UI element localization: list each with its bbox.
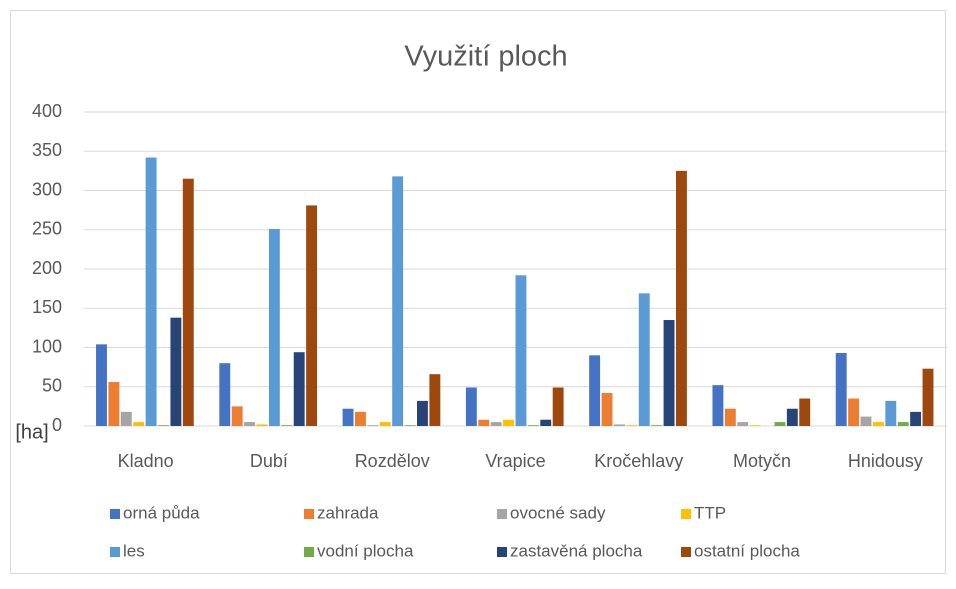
bar — [490, 422, 502, 426]
bar — [503, 419, 514, 426]
bar — [589, 355, 601, 426]
x-tick-label: Rozdělov — [355, 451, 430, 471]
bar — [675, 170, 687, 426]
legend-swatch — [681, 547, 691, 557]
legend-label: TTP — [694, 503, 726, 522]
bar — [342, 408, 354, 426]
bar — [170, 317, 182, 426]
legend-swatch — [497, 547, 507, 557]
chart-title: Využití ploch — [404, 41, 567, 73]
y-tick-label: 300 — [32, 179, 62, 199]
legend-label: zastavěná plocha — [510, 541, 643, 560]
bar — [885, 400, 897, 426]
bar — [404, 425, 416, 426]
bar — [367, 425, 379, 426]
legend-label: ovocné sady — [510, 503, 606, 522]
legend-label: zahrada — [317, 503, 379, 522]
legend-swatch — [497, 509, 507, 519]
bar — [120, 411, 132, 426]
bar — [774, 422, 786, 426]
bar — [293, 352, 305, 426]
legend-label: ostatní plocha — [694, 541, 800, 560]
bar — [552, 387, 564, 426]
y-tick-label: 0 — [52, 415, 62, 435]
bar — [613, 424, 625, 426]
x-tick-label: Kladno — [118, 451, 174, 471]
bar — [515, 275, 527, 426]
bar — [392, 176, 404, 426]
bar — [799, 398, 811, 426]
x-tick-label: Motyčn — [733, 451, 791, 471]
bar — [306, 205, 318, 426]
bar — [601, 393, 613, 426]
bar — [219, 363, 231, 426]
bar — [872, 422, 884, 426]
x-tick-label: Hnidousy — [848, 451, 923, 471]
y-tick-label: 400 — [32, 101, 62, 121]
bar — [651, 425, 663, 426]
y-tick-label: 200 — [32, 258, 62, 278]
bar — [860, 416, 872, 426]
bar — [626, 425, 638, 426]
bar — [108, 382, 120, 426]
chart-border — [10, 10, 946, 574]
x-tick-label: Vrapice — [485, 451, 545, 471]
bar — [724, 408, 736, 426]
legend-swatch — [110, 509, 120, 519]
legend-label: orná půda — [123, 503, 200, 522]
x-tick-label: Kročehlavy — [594, 451, 683, 471]
legend-label: vodní plocha — [317, 541, 414, 560]
y-tick-label: 250 — [32, 219, 62, 239]
bar — [786, 408, 798, 426]
bar — [922, 368, 934, 426]
bar — [429, 374, 441, 426]
bar — [848, 398, 860, 426]
bar — [244, 422, 256, 426]
bar — [737, 422, 749, 426]
bar — [897, 422, 909, 426]
legend-swatch — [681, 509, 691, 519]
legend-label: les — [123, 541, 145, 560]
y-tick-label: 150 — [32, 297, 62, 317]
y-axis-label: [ha] — [15, 421, 48, 443]
bar — [145, 157, 157, 426]
legend-swatch — [110, 547, 120, 557]
bar — [379, 422, 391, 426]
y-tick-label: 100 — [32, 336, 62, 356]
bar — [638, 293, 650, 426]
bar — [465, 387, 477, 426]
y-tick-label: 50 — [42, 376, 62, 396]
legend-swatch — [304, 547, 314, 557]
bar — [133, 422, 145, 426]
bar — [835, 352, 847, 426]
y-tick-label: 350 — [32, 140, 62, 160]
bar — [158, 425, 169, 426]
bar — [478, 419, 490, 426]
bar — [256, 424, 268, 426]
bar — [182, 178, 194, 426]
bar — [231, 406, 243, 426]
bar — [281, 425, 293, 426]
bar — [417, 400, 428, 426]
legend-swatch — [304, 509, 314, 519]
bar — [712, 385, 724, 426]
bar — [540, 419, 552, 426]
bar — [96, 344, 107, 426]
bar — [355, 411, 366, 426]
bar — [663, 320, 675, 426]
x-tick-label: Dubí — [250, 451, 288, 471]
bar — [749, 425, 761, 426]
bar — [910, 411, 922, 426]
bar — [268, 228, 280, 426]
bar — [527, 425, 539, 426]
